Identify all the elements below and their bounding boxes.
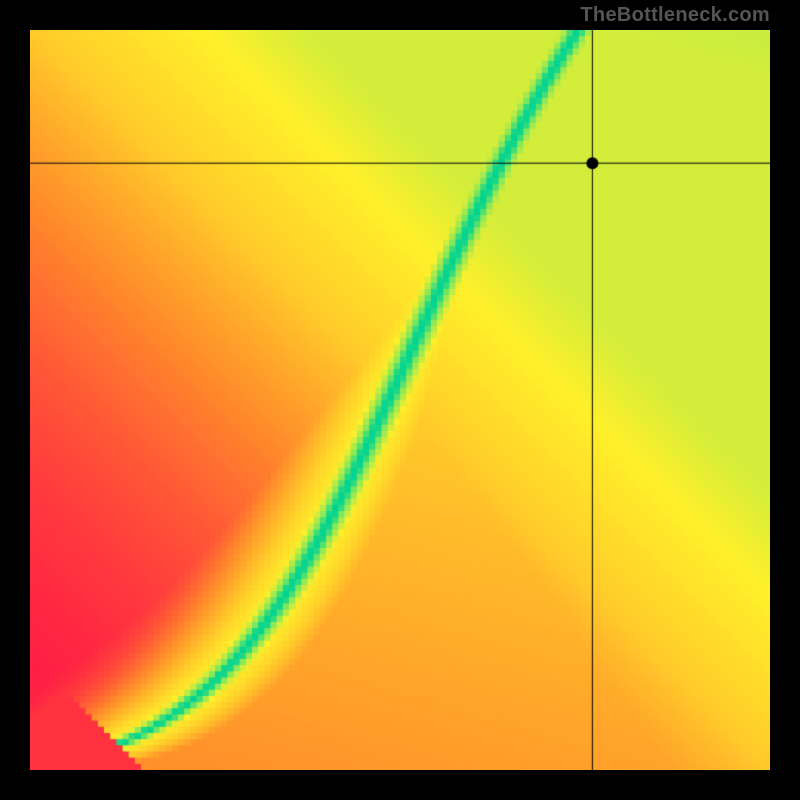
attribution-label: TheBottleneck.com [580,4,770,27]
bottleneck-heatmap [30,30,770,770]
